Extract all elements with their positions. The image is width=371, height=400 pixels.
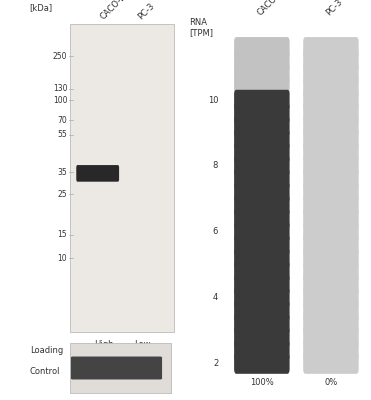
Text: 100: 100: [53, 96, 67, 105]
FancyBboxPatch shape: [303, 182, 359, 202]
Text: 10: 10: [208, 96, 218, 104]
FancyBboxPatch shape: [303, 261, 359, 282]
FancyBboxPatch shape: [303, 116, 359, 137]
Text: Control: Control: [30, 367, 60, 376]
Text: 10: 10: [58, 254, 67, 262]
FancyBboxPatch shape: [303, 208, 359, 229]
Text: 130: 130: [53, 84, 67, 93]
FancyBboxPatch shape: [303, 76, 359, 97]
FancyBboxPatch shape: [303, 327, 359, 348]
FancyBboxPatch shape: [234, 169, 290, 189]
Text: CACO-2: CACO-2: [256, 0, 285, 18]
FancyBboxPatch shape: [303, 142, 359, 163]
Text: 4: 4: [213, 293, 218, 302]
FancyBboxPatch shape: [234, 37, 290, 58]
Text: PC-3: PC-3: [136, 1, 156, 21]
Text: 8: 8: [213, 162, 218, 170]
FancyBboxPatch shape: [234, 90, 290, 110]
Text: 70: 70: [58, 116, 67, 124]
FancyBboxPatch shape: [70, 343, 171, 393]
Text: 250: 250: [53, 52, 67, 61]
FancyBboxPatch shape: [234, 340, 290, 361]
FancyBboxPatch shape: [234, 222, 290, 242]
FancyBboxPatch shape: [234, 76, 290, 97]
Text: Low: Low: [134, 340, 151, 349]
FancyBboxPatch shape: [234, 314, 290, 334]
FancyBboxPatch shape: [303, 129, 359, 150]
FancyBboxPatch shape: [234, 182, 290, 202]
FancyBboxPatch shape: [234, 156, 290, 176]
FancyBboxPatch shape: [234, 353, 290, 374]
Text: High: High: [94, 340, 113, 349]
FancyBboxPatch shape: [303, 103, 359, 124]
FancyBboxPatch shape: [303, 50, 359, 71]
FancyBboxPatch shape: [234, 300, 290, 321]
FancyBboxPatch shape: [303, 314, 359, 334]
FancyBboxPatch shape: [234, 103, 290, 124]
FancyBboxPatch shape: [70, 24, 174, 332]
Text: 2: 2: [213, 359, 218, 368]
FancyBboxPatch shape: [303, 169, 359, 189]
Text: 0%: 0%: [324, 378, 338, 388]
FancyBboxPatch shape: [303, 300, 359, 321]
Text: Loading: Loading: [30, 346, 63, 354]
Text: [kDa]: [kDa]: [30, 3, 53, 12]
Text: RNA
[TPM]: RNA [TPM]: [189, 18, 213, 37]
FancyBboxPatch shape: [234, 195, 290, 216]
FancyBboxPatch shape: [303, 274, 359, 295]
Text: PC-3: PC-3: [325, 0, 345, 18]
FancyBboxPatch shape: [303, 222, 359, 242]
Text: 100%: 100%: [250, 378, 274, 388]
FancyBboxPatch shape: [234, 208, 290, 229]
FancyBboxPatch shape: [303, 248, 359, 268]
Text: 25: 25: [58, 190, 67, 199]
FancyBboxPatch shape: [234, 235, 290, 255]
FancyBboxPatch shape: [234, 274, 290, 295]
FancyBboxPatch shape: [234, 142, 290, 163]
Text: 55: 55: [58, 130, 67, 139]
FancyBboxPatch shape: [234, 50, 290, 71]
FancyBboxPatch shape: [303, 195, 359, 216]
FancyBboxPatch shape: [71, 356, 162, 380]
FancyBboxPatch shape: [234, 116, 290, 137]
Text: CACO-2: CACO-2: [99, 0, 128, 21]
FancyBboxPatch shape: [303, 37, 359, 58]
FancyBboxPatch shape: [234, 129, 290, 150]
FancyBboxPatch shape: [303, 287, 359, 308]
FancyBboxPatch shape: [303, 340, 359, 361]
FancyBboxPatch shape: [303, 235, 359, 255]
FancyBboxPatch shape: [303, 156, 359, 176]
FancyBboxPatch shape: [303, 90, 359, 110]
Text: 35: 35: [58, 168, 67, 177]
FancyBboxPatch shape: [234, 248, 290, 268]
Text: 6: 6: [213, 227, 218, 236]
FancyBboxPatch shape: [234, 64, 290, 84]
FancyBboxPatch shape: [234, 261, 290, 282]
FancyBboxPatch shape: [303, 353, 359, 374]
FancyBboxPatch shape: [303, 64, 359, 84]
FancyBboxPatch shape: [76, 165, 119, 182]
Text: 15: 15: [58, 230, 67, 240]
FancyBboxPatch shape: [234, 287, 290, 308]
FancyBboxPatch shape: [234, 327, 290, 348]
